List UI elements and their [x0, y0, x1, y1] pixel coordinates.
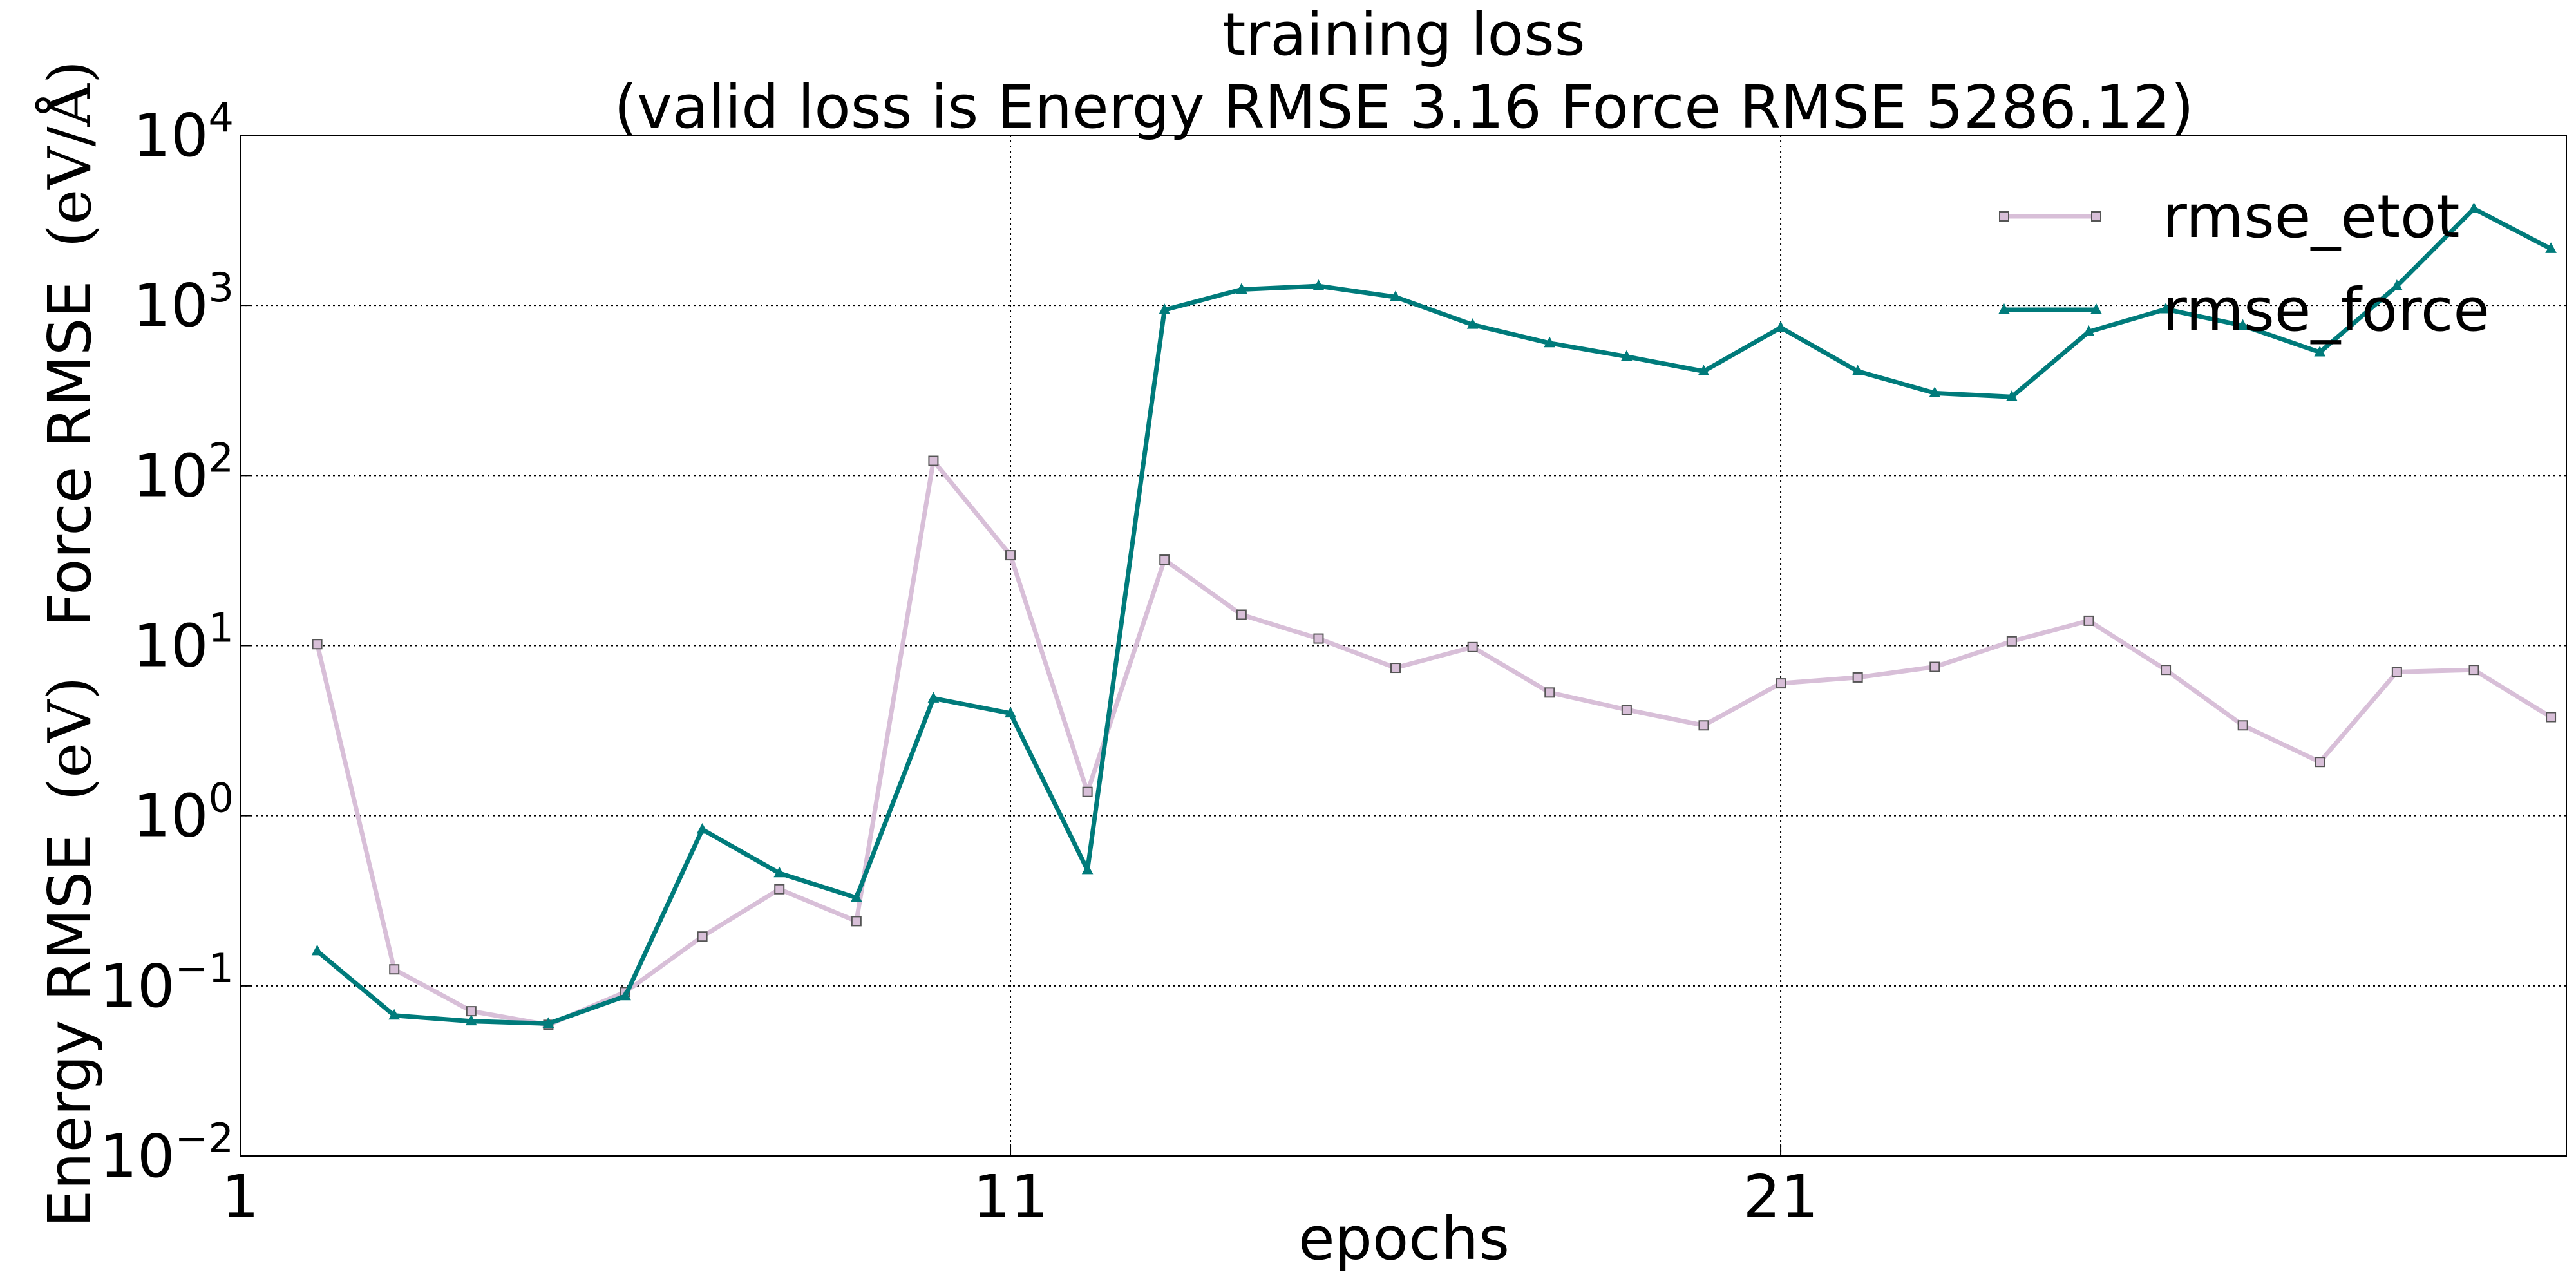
data-point-rmse_force	[2160, 302, 2172, 314]
series-line-rmse_force	[316, 206, 2552, 1026]
data-point-rmse_force	[542, 1017, 554, 1028]
data-point-rmse_etot	[851, 916, 862, 927]
legend-marker-rmse_force	[1998, 303, 2010, 314]
x-tick-label: 1	[222, 1162, 260, 1231]
data-point-rmse_force	[2314, 345, 2326, 357]
data-point-rmse_etot	[1621, 705, 1632, 715]
data-point-rmse_force	[620, 989, 631, 1001]
data-point-rmse_etot	[1159, 554, 1170, 565]
data-point-rmse_etot	[1313, 633, 1324, 644]
data-point-rmse_etot	[2315, 757, 2325, 768]
data-point-rmse_etot	[1544, 687, 1555, 698]
data-point-rmse_force	[1081, 863, 1094, 875]
data-point-rmse_etot	[1236, 609, 1247, 620]
data-point-rmse_etot	[1082, 786, 1093, 797]
data-point-rmse_etot	[1005, 550, 1016, 561]
data-point-rmse_force	[1466, 318, 1479, 329]
data-point-rmse_etot	[2468, 665, 2479, 676]
data-point-rmse_etot	[697, 931, 708, 942]
data-point-rmse_force	[2237, 319, 2249, 330]
y-tick-label: 10−2	[100, 1115, 234, 1191]
y-axis-label-energy-unit: (eV)	[35, 677, 104, 801]
data-point-rmse_etot	[2546, 712, 2557, 723]
x-axis-label: epochs	[1298, 1204, 1510, 1273]
legend-marker-rmse_etot	[1999, 211, 2009, 222]
data-point-rmse_force	[1775, 321, 1786, 332]
data-point-rmse_force	[465, 1014, 477, 1026]
data-point-rmse_etot	[2006, 636, 2017, 647]
y-axis-label-energy: Energy RMSE	[35, 834, 104, 1227]
chart-title: training loss	[1222, 0, 1585, 69]
y-tick-label: 104	[133, 94, 234, 170]
y-axis-label-force: Force RMSE	[35, 281, 104, 627]
data-point-rmse_etot	[1467, 641, 1478, 652]
data-point-rmse_force	[2083, 325, 2095, 336]
data-point-rmse_force	[1621, 350, 1633, 361]
series-line-rmse_etot	[315, 459, 2552, 1027]
legend-label-rmse_force: rmse_force	[2163, 276, 2490, 345]
data-point-rmse_etot	[389, 964, 400, 975]
x-axis-ticks: 1 11 21	[222, 1144, 1819, 1231]
data-point-rmse_force	[2468, 202, 2480, 213]
data-point-rmse_force	[1929, 386, 1941, 397]
data-point-rmse_force	[927, 692, 940, 703]
y-tick-label: 10−1	[100, 945, 234, 1021]
legend-marker-rmse_force	[2090, 303, 2102, 314]
legend: rmse_etot rmse_force	[1998, 182, 2490, 345]
data-point-rmse_force	[1312, 279, 1325, 290]
y-axis-ticks: 10−2 10−1 100 101 102 103 104	[100, 94, 252, 1191]
y-tick-label: 103	[133, 264, 234, 340]
data-point-rmse_etot	[1776, 678, 1786, 689]
y-tick-label: 100	[133, 775, 234, 851]
data-point-rmse_force	[2545, 242, 2557, 253]
data-point-rmse_etot	[928, 455, 939, 466]
data-point-rmse_etot	[312, 639, 323, 650]
legend-label-rmse_etot: rmse_etot	[2163, 182, 2459, 251]
data-point-rmse_etot	[2083, 615, 2094, 626]
data-point-rmse_etot	[1390, 663, 1401, 674]
data-point-rmse_force	[388, 1009, 401, 1020]
data-point-rmse_force	[1236, 283, 1247, 294]
data-point-rmse_etot	[2237, 720, 2248, 731]
data-point-rmse_force	[2391, 279, 2403, 290]
data-point-rmse_etot	[1852, 672, 1863, 683]
data-point-rmse_force	[850, 891, 862, 902]
y-tick-label: 101	[133, 605, 234, 681]
y-axis-label-force-unit: (eV/Å)	[35, 61, 104, 247]
data-point-rmse_etot	[774, 884, 785, 895]
y-axis-label: Energy RMSE (eV) Force RMSE (eV/Å)	[35, 61, 104, 1227]
chart-subtitle: (valid loss is Energy RMSE 3.16 Force RM…	[614, 73, 2193, 142]
series	[311, 202, 2557, 1030]
data-point-rmse_etot	[1698, 720, 1709, 731]
data-point-rmse_etot	[1929, 661, 1940, 672]
data-point-rmse_force	[1852, 365, 1864, 375]
data-point-rmse_force	[773, 866, 786, 878]
data-point-rmse_force	[1698, 365, 1710, 375]
data-point-rmse_force	[1159, 303, 1171, 314]
x-tick-label: 21	[1743, 1162, 1819, 1231]
data-point-rmse_force	[311, 944, 323, 956]
data-point-rmse_force	[1005, 706, 1016, 718]
x-tick-label: 11	[972, 1162, 1048, 1231]
data-point-rmse_force	[696, 822, 708, 834]
data-point-rmse_force	[1544, 336, 1556, 348]
legend-marker-rmse_etot	[2091, 211, 2101, 222]
data-point-rmse_force	[1390, 290, 1401, 301]
data-point-rmse_etot	[2391, 667, 2402, 677]
y-tick-label: 102	[133, 434, 234, 510]
data-point-rmse_etot	[466, 1006, 477, 1017]
data-point-rmse_etot	[2161, 665, 2172, 676]
data-point-rmse_force	[2006, 390, 2018, 401]
